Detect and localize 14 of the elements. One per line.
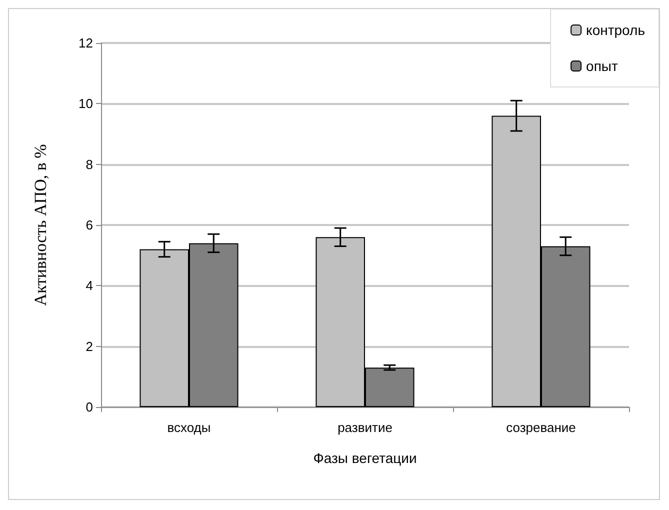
y-tick-label: 0 — [86, 400, 93, 414]
y-tick-label: 12 — [78, 36, 93, 50]
y-tick-label: 10 — [78, 96, 93, 112]
x-axis-title: Фазы вегетации — [313, 450, 417, 466]
y-tick-label: 4 — [86, 278, 93, 294]
x-tick-label: развитие — [338, 420, 392, 435]
legend-label: опыт — [586, 58, 618, 74]
y-tick-label: 8 — [86, 156, 93, 172]
y-tick-label: 2 — [86, 338, 93, 354]
legend-label: контроль — [586, 22, 646, 38]
x-tick-label: всходы — [167, 420, 211, 435]
y-tick-label: 6 — [86, 218, 93, 232]
y-axis-title: Активность АПО, в % — [31, 144, 50, 306]
x-tick-label: созревание — [506, 420, 576, 435]
